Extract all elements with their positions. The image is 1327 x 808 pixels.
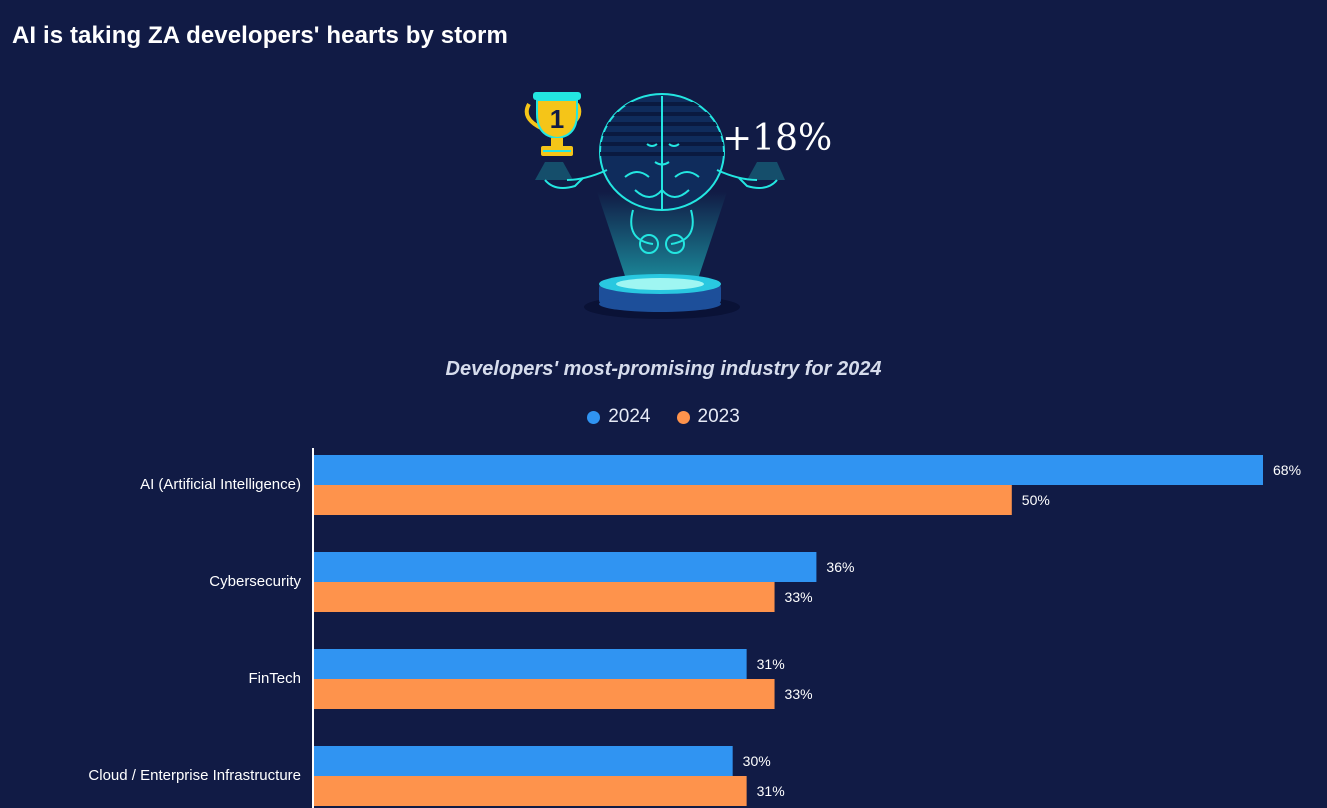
bar-2023-fintech[interactable]: [314, 679, 775, 709]
value-label-2024-ai-artificial-intelligence: 68%: [1273, 462, 1301, 478]
category-label-cybersecurity: Cybersecurity: [209, 573, 301, 590]
trophy-rank-number: 1: [550, 104, 564, 134]
value-label-2024-cybersecurity: 36%: [826, 559, 854, 575]
page-title: AI is taking ZA developers' hearts by st…: [12, 22, 508, 49]
right-hand-glow: [747, 162, 785, 180]
category-label-fintech: FinTech: [248, 670, 301, 687]
legend-label-2023: 2023: [697, 406, 740, 427]
bar-2024-cybersecurity[interactable]: [314, 552, 817, 582]
bar-2024-ai-artificial-intelligence[interactable]: [314, 455, 1263, 485]
value-label-2024-fintech: 31%: [757, 656, 785, 672]
pedestal-base-bottom: [599, 296, 721, 312]
growth-percent-label: +18%: [722, 118, 833, 159]
legend-label-2024: 2024: [608, 406, 651, 427]
value-label-2023-fintech: 33%: [785, 686, 813, 702]
chart-title: Developers' most-promising industry for …: [445, 358, 882, 380]
legend-item-2024[interactable]: 2024: [587, 406, 651, 428]
ai-brain-hologram-illustration: 1: [524, 92, 785, 319]
value-label-2023-cloud-enterprise-infrastructure: 31%: [757, 783, 785, 799]
bar-2023-ai-artificial-intelligence[interactable]: [314, 485, 1012, 515]
bar-2023-cybersecurity[interactable]: [314, 582, 775, 612]
legend-item-2023[interactable]: 2023: [676, 406, 740, 428]
value-label-2023-ai-artificial-intelligence: 50%: [1022, 492, 1050, 508]
left-hand-glow: [535, 162, 573, 180]
trophy-icon: 1: [524, 92, 582, 156]
hologram-beam: [597, 192, 727, 282]
bar-2023-cloud-enterprise-infrastructure[interactable]: [314, 776, 747, 806]
value-label-2023-cybersecurity: 33%: [785, 589, 813, 605]
chart-legend: 2024 2023: [0, 406, 1327, 428]
bar-2024-cloud-enterprise-infrastructure[interactable]: [314, 746, 733, 776]
bar-chart: AI (Artificial Intelligence) 68% 50% Cybers…: [88, 448, 1301, 808]
category-label-cloud-enterprise-infrastructure: Cloud / Enterprise Infrastructure: [88, 767, 301, 784]
value-label-2024-cloud-enterprise-infrastructure: 30%: [743, 753, 771, 769]
bar-2024-fintech[interactable]: [314, 649, 747, 679]
category-label-ai-artificial-intelligence: AI (Artificial Intelligence): [140, 476, 301, 493]
legend-dot-2023: [676, 410, 690, 424]
legend-dot-2024: [587, 410, 601, 424]
